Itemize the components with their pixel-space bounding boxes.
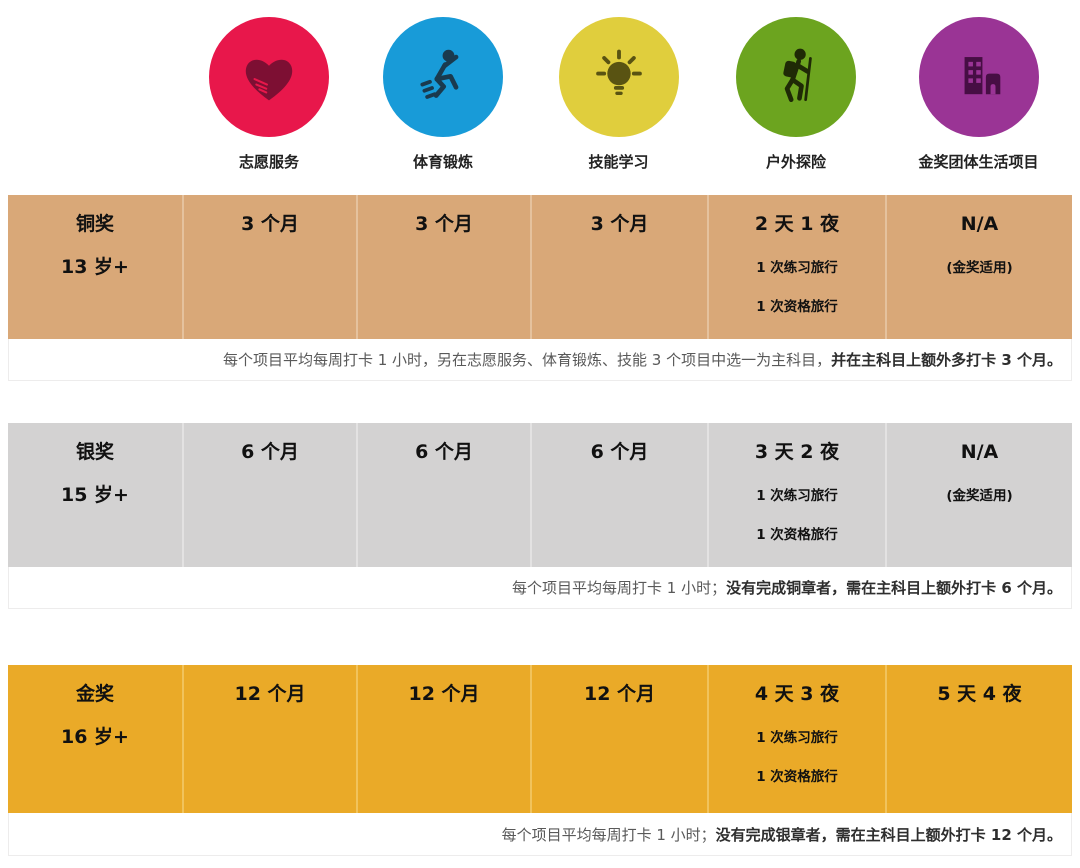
bronze-row: 铜奖 13 岁+ 3 个月 3 个月 3 个月 2 天 1 夜 1 次练习旅行 … <box>8 195 1072 339</box>
cell-subvalue: 1 次资格旅行 <box>756 299 838 315</box>
award-name: 金奖 <box>75 683 114 705</box>
gold-level-cell: 金奖 16 岁+ <box>8 665 182 813</box>
category-label: 金奖团体生活项目 <box>918 153 1039 171</box>
category-label: 户外探险 <box>765 153 826 171</box>
silver-volunteering-cell: 6 个月 <box>182 423 356 567</box>
note-text: 每个项目平均每周打卡 1 小时； <box>501 825 716 844</box>
cell-subvalue: (金奖适用) <box>946 260 1013 276</box>
cell-value: 2 天 1 夜 <box>754 213 840 235</box>
category-label: 体育锻炼 <box>412 153 473 171</box>
cell-value: 3 个月 <box>590 213 649 235</box>
category-header-row: 志愿服务 <box>8 17 1072 172</box>
gold-volunteering-cell: 12 个月 <box>182 665 356 813</box>
cell-value: N/A <box>960 441 999 463</box>
gold-journey-cell: 4 天 3 夜 1 次练习旅行 1 次资格旅行 <box>707 665 885 813</box>
bronze-skills-cell: 3 个月 <box>530 195 707 339</box>
silver-row: 银奖 15 岁+ 6 个月 6 个月 6 个月 3 天 2 夜 1 次练习旅行 … <box>8 423 1072 567</box>
bronze-residential-cell: N/A (金奖适用) <box>885 195 1072 339</box>
cell-subvalue: 1 次练习旅行 <box>756 730 838 746</box>
silver-journey-cell: 3 天 2 夜 1 次练习旅行 1 次资格旅行 <box>707 423 885 567</box>
cell-value: 3 天 2 夜 <box>754 441 840 463</box>
gold-row: 金奖 16 岁+ 12 个月 12 个月 12 个月 4 天 3 夜 1 次练习… <box>8 665 1072 813</box>
heart-hands-icon <box>209 17 329 137</box>
bronze-note: 每个项目平均每周打卡 1 小时，另在志愿服务、体育锻炼、技能 3 个项目中选一为… <box>8 339 1072 381</box>
cell-value: 6 个月 <box>590 441 649 463</box>
cell-subvalue: (金奖适用) <box>946 488 1013 504</box>
buildings-icon <box>918 17 1039 137</box>
bronze-volunteering-cell: 3 个月 <box>182 195 356 339</box>
category-volunteering: 志愿服务 <box>182 17 356 172</box>
bronze-physical-cell: 3 个月 <box>356 195 530 339</box>
award-age: 16 岁+ <box>61 726 129 748</box>
note-text: 每个项目平均每周打卡 1 小时，另在志愿服务、体育锻炼、技能 3 个项目中选一为… <box>222 351 832 369</box>
gold-note: 每个项目平均每周打卡 1 小时； 没有完成银章者，需在主科目上额外打卡 12 个月… <box>8 813 1072 856</box>
silver-level-cell: 银奖 15 岁+ <box>8 423 182 567</box>
note-text-bold: 并在主科目上额外多打卡 3 个月。 <box>831 351 1062 369</box>
cell-value: 12 个月 <box>234 683 306 705</box>
cell-value: 6 个月 <box>241 441 299 463</box>
award-name: 银奖 <box>75 441 114 463</box>
cell-value: 6 个月 <box>415 441 473 463</box>
category-physical: 体育锻炼 <box>356 17 530 172</box>
category-skills: 技能学习 <box>530 17 707 172</box>
bronze-level-cell: 铜奖 13 岁+ <box>8 195 182 339</box>
note-text-bold: 没有完成银章者，需在主科目上额外打卡 12 个月。 <box>715 825 1062 844</box>
cell-value: 5 天 4 夜 <box>937 683 1022 705</box>
category-label: 技能学习 <box>588 153 649 171</box>
hiker-icon <box>736 17 856 137</box>
silver-physical-cell: 6 个月 <box>356 423 530 567</box>
gold-skills-cell: 12 个月 <box>530 665 707 813</box>
cell-value: 3 个月 <box>241 213 299 235</box>
category-residential: 金奖团体生活项目 <box>885 17 1072 172</box>
gold-physical-cell: 12 个月 <box>356 665 530 813</box>
note-text-bold: 没有完成铜章者，需在主科目上额外打卡 6 个月。 <box>726 579 1062 597</box>
cell-value: 12 个月 <box>583 683 656 705</box>
header-spacer <box>8 17 182 172</box>
silver-note: 每个项目平均每周打卡 1 小时； 没有完成铜章者，需在主科目上额外打卡 6 个月。 <box>8 567 1072 609</box>
award-name: 铜奖 <box>75 213 114 235</box>
cell-value: 4 天 3 夜 <box>754 683 840 705</box>
category-adventure: 户外探险 <box>707 17 885 172</box>
silver-skills-cell: 6 个月 <box>530 423 707 567</box>
category-label: 志愿服务 <box>238 153 299 171</box>
gold-residential-cell: 5 天 4 夜 <box>885 665 1072 813</box>
exercise-person-icon <box>383 17 503 137</box>
award-age: 15 岁+ <box>61 484 129 506</box>
cell-subvalue: 1 次练习旅行 <box>756 260 838 276</box>
cell-subvalue: 1 次资格旅行 <box>756 527 838 543</box>
cell-subvalue: 1 次练习旅行 <box>756 488 838 504</box>
award-age: 13 岁+ <box>61 256 129 278</box>
lightbulb-icon <box>558 17 679 137</box>
bronze-journey-cell: 2 天 1 夜 1 次练习旅行 1 次资格旅行 <box>707 195 885 339</box>
note-text: 每个项目平均每周打卡 1 小时； <box>512 579 727 597</box>
cell-value: N/A <box>960 213 999 235</box>
cell-value: 3 个月 <box>415 213 473 235</box>
cell-subvalue: 1 次资格旅行 <box>756 769 838 785</box>
silver-residential-cell: N/A (金奖适用) <box>885 423 1072 567</box>
cell-value: 12 个月 <box>408 683 480 705</box>
